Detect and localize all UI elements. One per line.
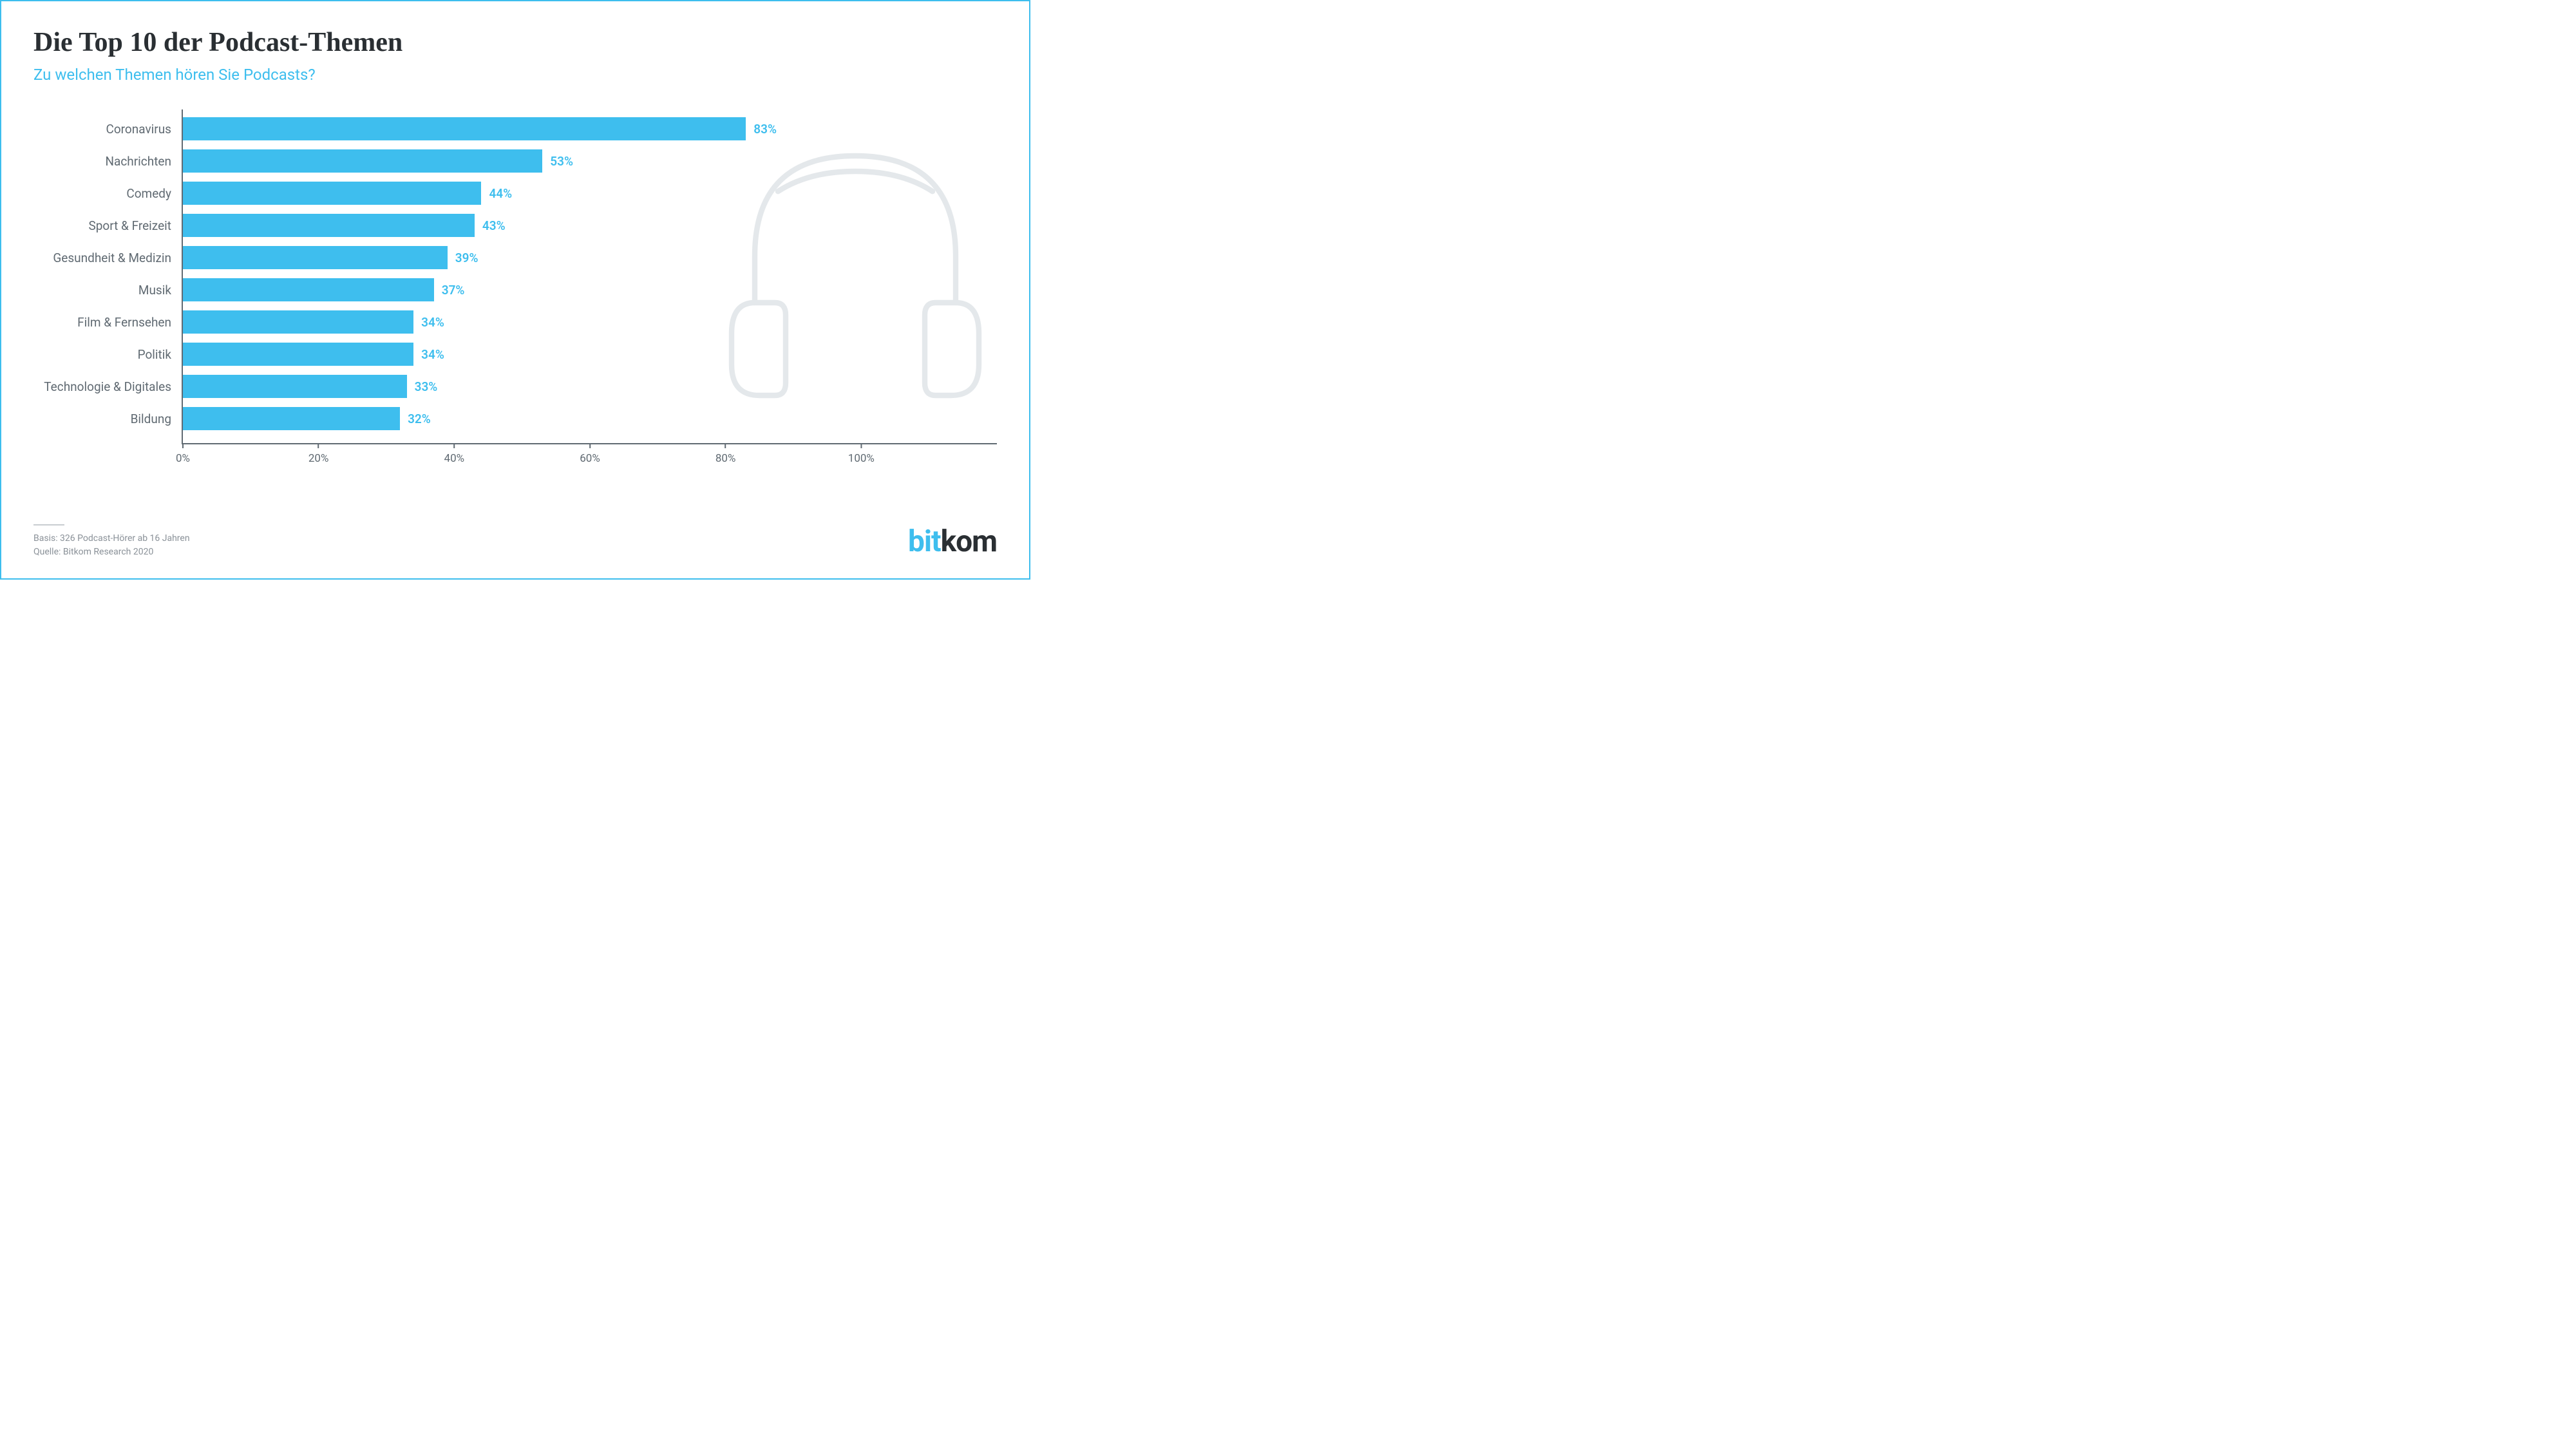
bar-value-label: 53% [550,154,573,169]
footer-divider [33,524,64,526]
x-tick-mark [182,443,184,448]
bar-row: Bildung32% [183,407,997,430]
bar [183,278,434,301]
bar [183,214,475,237]
x-tick-mark [589,443,591,448]
x-tick-label: 60% [580,452,600,465]
bar-value-label: 34% [421,315,444,330]
bar-row: Comedy44% [183,182,997,205]
bar-value-label: 43% [482,218,506,233]
x-axis-tick: 20% [308,443,329,465]
bar-value-label: 33% [415,379,438,394]
bar [183,182,481,205]
x-axis-tick: 80% [715,443,736,465]
logo-part2: kom [941,524,997,559]
bar-row: Sport & Freizeit43% [183,214,997,237]
bar-row: Nachrichten53% [183,149,997,173]
chart-subtitle: Zu welchen Themen hören Sie Podcasts? [33,66,997,84]
bar-value-label: 83% [753,122,777,137]
bar-category-label: Coronavirus [106,122,171,137]
bar [183,149,542,173]
x-tick-mark [725,443,726,448]
x-tick-mark [318,443,319,448]
bar [183,343,413,366]
bar [183,246,448,269]
chart-plot: Coronavirus83% Nachrichten53% Comedy44% Spo… [182,109,997,444]
bar-category-label: Nachrichten [105,154,171,169]
bar [183,407,400,430]
bitkom-logo: bitkom [908,524,997,559]
bar-row: Gesundheit & Medizin39% [183,246,997,269]
x-tick-label: 0% [176,452,190,465]
bar [183,310,413,334]
x-axis-tick: 40% [444,443,465,465]
x-axis-tick: 0% [176,443,190,465]
chart-title: Die Top 10 der Podcast-Themen [33,27,997,58]
bar-row: Film & Fernsehen34% [183,310,997,334]
logo-part1: bit [908,524,941,559]
bar-category-label: Musik [138,283,171,298]
x-tick-label: 40% [444,452,465,465]
x-tick-label: 20% [308,452,329,465]
x-axis-tick: 60% [580,443,600,465]
chart-area: Coronavirus83% Nachrichten53% Comedy44% Spo… [182,109,997,470]
bar-row: Politik34% [183,343,997,366]
bar-category-label: Comedy [126,186,171,201]
bar-row: Technologie & Digitales33% [183,375,997,398]
chart-footer: Basis: 326 Podcast-Hörer ab 16 Jahren Qu… [33,524,190,559]
bar-category-label: Politik [138,347,171,362]
x-tick-label: 80% [715,452,736,465]
x-tick-mark [453,443,455,448]
bar-value-label: 34% [421,347,444,362]
bar-value-label: 37% [442,283,465,298]
bar-row: Coronavirus83% [183,117,997,140]
footer-source: Quelle: Bitkom Research 2020 [33,545,190,559]
bar [183,117,746,140]
bar-category-label: Technologie & Digitales [44,379,171,394]
bar-value-label: 39% [455,251,478,265]
bar-value-label: 44% [489,186,512,201]
footer-basis: Basis: 326 Podcast-Hörer ab 16 Jahren [33,532,190,545]
bar-category-label: Gesundheit & Medizin [53,251,171,265]
bar-category-label: Bildung [131,412,171,426]
bar-category-label: Film & Fernsehen [77,315,171,330]
x-tick-mark [860,443,862,448]
bar-row: Musik37% [183,278,997,301]
x-axis-tick: 100% [848,443,875,465]
bar-category-label: Sport & Freizeit [88,218,171,233]
x-tick-label: 100% [848,452,875,465]
bar [183,375,407,398]
bar-value-label: 32% [408,412,431,426]
